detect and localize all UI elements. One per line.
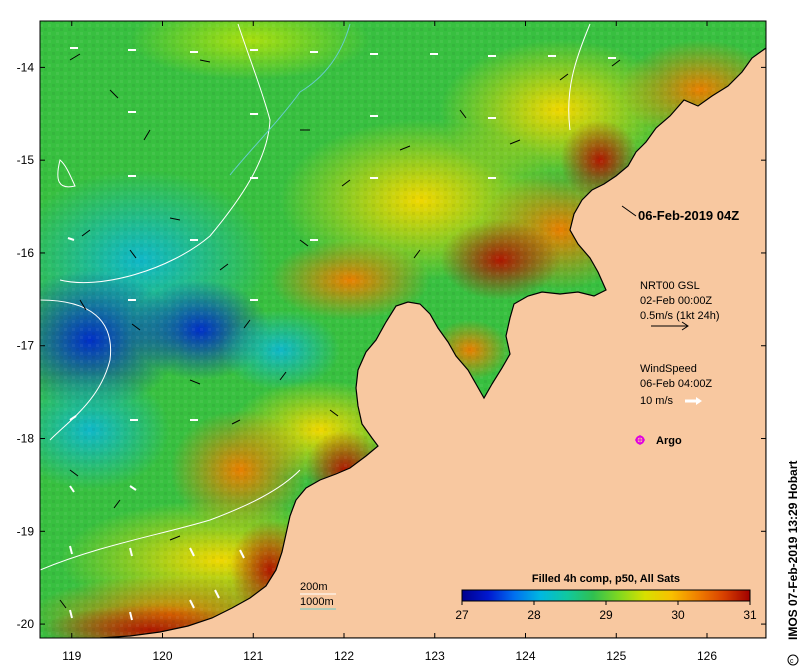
lat-tick-label: -19 xyxy=(17,524,35,538)
colorbar-tick-label: 31 xyxy=(743,608,757,622)
wind-vectors xyxy=(67,47,616,621)
colorbar-ticks: 27 28 29 30 31 xyxy=(455,601,757,622)
current-scale-label: 0.5m/s (1kt 24h) xyxy=(640,310,719,322)
land-mass xyxy=(99,47,766,638)
isobath-1000-label: 1000m xyxy=(300,596,334,608)
current-time-label: 02-Feb 00:00Z xyxy=(640,295,712,307)
colorbar-title: Filled 4h comp, p50, All Sats xyxy=(532,573,680,585)
lon-tick-label: 121 xyxy=(243,649,263,663)
lon-tick-label: 124 xyxy=(515,649,535,663)
lat-tick-label: -15 xyxy=(17,153,35,167)
latitude-axis: -14 -15 -16 -17 -18 -19 -20 xyxy=(17,60,766,631)
lon-tick-label: 122 xyxy=(334,649,354,663)
map-frame xyxy=(39,20,767,639)
isobath-1000m-east xyxy=(568,23,591,131)
lat-tick-label: -18 xyxy=(17,432,35,446)
lon-tick-label: 126 xyxy=(697,649,717,663)
argo-label: Argo xyxy=(656,435,682,447)
isobath-200-label: 200m xyxy=(300,581,328,593)
wind-scale-label: 10 m/s xyxy=(640,395,674,407)
current-source-label: NRT00 GSL xyxy=(640,280,700,292)
colorbar-tick-label: 29 xyxy=(599,608,613,622)
current-scale-arrow-icon xyxy=(651,321,689,331)
lon-tick-label: 120 xyxy=(152,649,172,663)
lon-tick-label: 125 xyxy=(606,649,626,663)
timestamp-pointer xyxy=(621,205,637,217)
lat-tick-label: -20 xyxy=(17,617,35,631)
isobath-200m-south xyxy=(40,469,301,571)
longitude-axis: 119 120 121 122 123 124 125 126 xyxy=(62,21,717,663)
current-vectors xyxy=(59,53,621,609)
wind-title-label: WindSpeed xyxy=(640,363,697,375)
wind-scale-arrow-icon xyxy=(685,397,702,405)
lat-tick-label: -17 xyxy=(17,339,35,353)
lat-tick-label: -16 xyxy=(17,246,35,260)
argo-marker-icon xyxy=(635,435,645,445)
isobath-1000m xyxy=(229,23,351,176)
image-timestamp: 06-Feb-2019 04Z xyxy=(638,208,739,223)
svg-text:c: c xyxy=(790,658,794,665)
lon-tick-label: 123 xyxy=(425,649,445,663)
isobath-200m xyxy=(59,23,271,284)
colorbar-tick-label: 28 xyxy=(527,608,541,622)
colorbar-tick-label: 30 xyxy=(671,608,685,622)
lat-tick-label: -14 xyxy=(17,60,35,74)
imos-credit: IMOS 07-Feb-2019 13:29 Hobart xyxy=(786,461,800,640)
copyright-icon: c xyxy=(787,654,799,666)
lon-tick-label: 119 xyxy=(62,649,81,663)
wind-time-label: 06-Feb 04:00Z xyxy=(640,378,712,390)
colorbar xyxy=(461,589,751,602)
colorbar-tick-label: 27 xyxy=(455,608,469,622)
